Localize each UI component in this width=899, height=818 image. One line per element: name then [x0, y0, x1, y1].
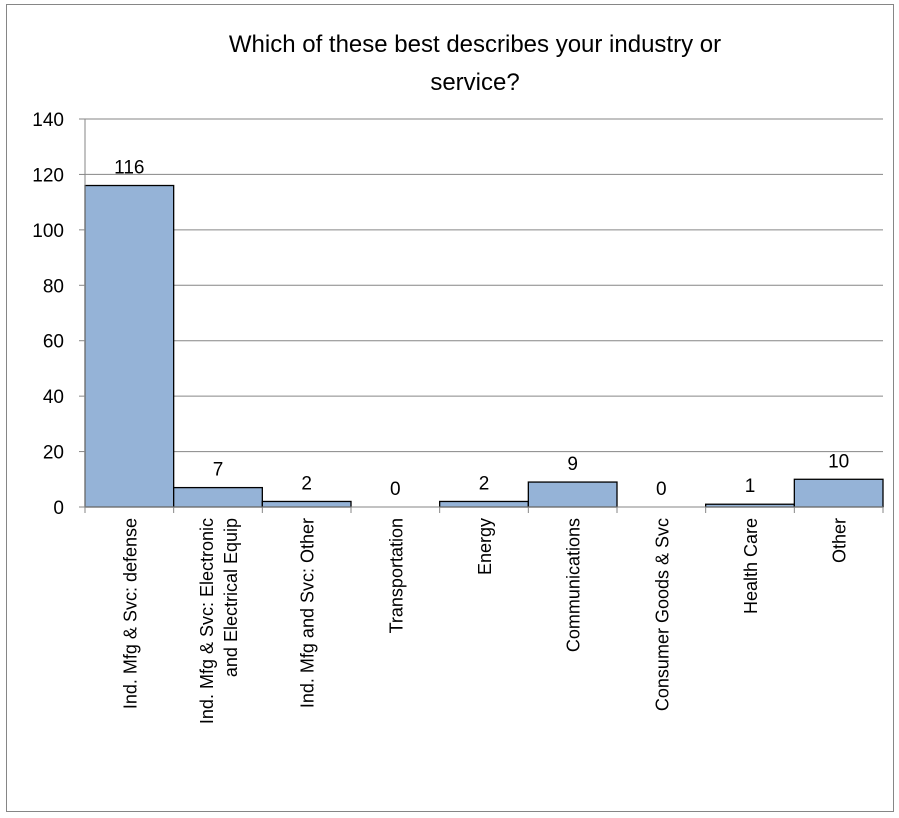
x-category-label-7-line-1: Consumer Goods & Svc [652, 518, 672, 711]
x-category-label-2-line-2: and Electrical Equip [221, 518, 241, 677]
chart-title-line-2: service? [430, 69, 519, 96]
y-tick-label-0: 0 [53, 498, 64, 519]
data-label-2: 7 [213, 460, 224, 481]
data-label-4: 0 [390, 479, 401, 500]
bar-1 [84, 184, 175, 508]
x-category-label-5: Energy [475, 518, 495, 575]
y-tick-label-100: 100 [32, 221, 64, 242]
x-category-label-9: Other [830, 518, 850, 563]
x-category-label-8: Health Care [741, 518, 761, 614]
bar-9 [793, 478, 884, 508]
data-label-1: 116 [114, 158, 144, 179]
y-tick-label-140: 140 [32, 110, 64, 131]
x-category-label-9-line-1: Other [830, 518, 850, 563]
x-category-label-2: Ind. Mfg & Svc: Electronic and Electrical… [197, 518, 241, 724]
x-category-label-6: Communications [564, 518, 584, 652]
data-label-7: 0 [656, 479, 667, 500]
bar-3 [261, 500, 352, 508]
x-category-label-6-line-1: Communications [564, 518, 584, 652]
x-category-label-8-line-1: Health Care [741, 518, 761, 614]
bar-2 [173, 486, 263, 508]
data-label-8: 1 [745, 476, 756, 497]
x-category-label-3: Ind. Mfg and Svc: Other [298, 518, 318, 708]
x-category-label-3-line-1: Ind. Mfg and Svc: Other [298, 518, 318, 708]
y-tick-label-120: 120 [32, 165, 64, 186]
x-category-label-4-line-1: Transportation [386, 518, 406, 633]
chart-title-line-1: Which of these best describes your indus… [229, 31, 721, 58]
y-tick-label-20: 20 [43, 443, 64, 464]
chart-title: Which of these best describes your indus… [229, 31, 721, 96]
y-axis-tick-labels: 0 20 40 60 80 100 120 140 [32, 110, 64, 519]
y-tick-label-60: 60 [43, 332, 64, 353]
y-tick-label-40: 40 [43, 387, 64, 408]
data-labels: 116 7 2 0 2 9 0 1 10 [114, 158, 849, 500]
x-category-label-1: Ind. Mfg & Svc: defense [120, 518, 140, 709]
data-label-9: 10 [828, 451, 849, 472]
x-category-label-1-line-1: Ind. Mfg & Svc: defense [120, 518, 140, 709]
x-category-label-4: Transportation [386, 518, 406, 633]
x-category-label-2-line-1: Ind. Mfg & Svc: Electronic [197, 518, 217, 724]
x-category-label-7: Consumer Goods & Svc [652, 518, 672, 711]
axes [79, 118, 884, 513]
bars [84, 184, 884, 508]
data-label-3: 2 [301, 473, 312, 494]
x-category-label-5-line-1: Energy [475, 518, 495, 575]
gridlines [85, 118, 883, 453]
data-label-5: 2 [479, 473, 490, 494]
data-label-6: 9 [567, 454, 578, 475]
bar-5 [439, 500, 529, 508]
y-tick-label-80: 80 [43, 276, 64, 297]
x-axis-category-labels: Ind. Mfg & Svc: defense Ind. Mfg & Svc: E… [120, 518, 849, 724]
bar-6 [527, 481, 618, 508]
